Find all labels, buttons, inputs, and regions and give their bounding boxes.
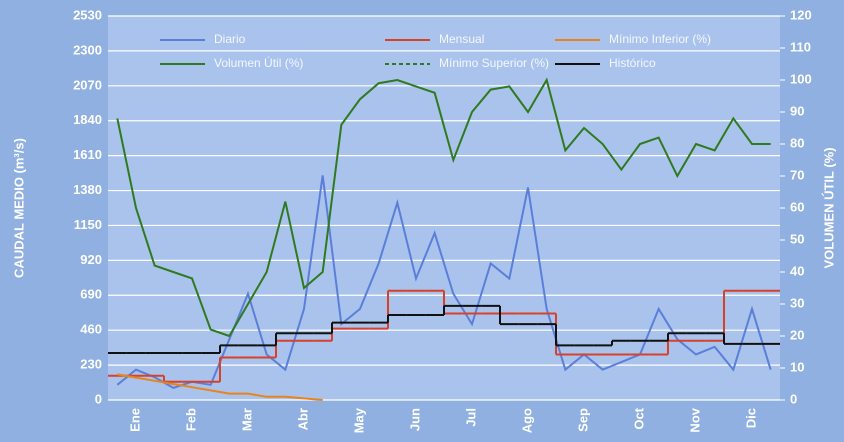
- x-tick-label: May: [351, 407, 366, 433]
- x-tick-label: Jun: [407, 408, 422, 431]
- y2-tick-label: 100: [790, 71, 812, 86]
- y2-tick-label: 40: [790, 263, 804, 278]
- legend-label: Mínimo Superior (%): [439, 56, 549, 70]
- legend-label: Histórico: [609, 56, 656, 70]
- y-tick-label: 460: [80, 322, 102, 337]
- x-tick-label: Ene: [127, 408, 142, 432]
- x-tick-label: Sep: [575, 408, 590, 432]
- x-tick-label: Nov: [687, 407, 702, 432]
- series-line: [116, 175, 772, 389]
- y-axis-title: CAUDAL MEDIO (m³/s): [11, 138, 26, 278]
- y2-tick-label: 70: [790, 167, 804, 182]
- y-tick-label: 690: [80, 287, 102, 302]
- x-tick-label: Dic: [743, 408, 758, 428]
- x-tick-label: Jul: [463, 408, 478, 427]
- y2-tick-label: 20: [790, 327, 804, 342]
- legend-label: Mínimo Inferior (%): [609, 32, 711, 46]
- y-tick-label: 230: [80, 357, 102, 372]
- y-tick-label: 2530: [73, 7, 102, 22]
- y2-axis-title: VOLUMEN ÚTIL (%): [821, 147, 836, 268]
- y-tick-label: 0: [95, 391, 102, 406]
- x-tick-label: Feb: [183, 408, 198, 431]
- y2-tick-label: 60: [790, 199, 804, 214]
- y2-tick-label: 120: [790, 7, 812, 22]
- y2-tick-label: 110: [790, 39, 811, 54]
- y2-tick-label: 50: [790, 231, 804, 246]
- x-tick-label: Abr: [295, 408, 310, 430]
- y-tick-label: 2070: [73, 77, 102, 92]
- y2-tick-label: 0: [790, 391, 797, 406]
- x-tick-label: Ago: [519, 408, 534, 433]
- y-tick-label: 1610: [73, 147, 102, 162]
- series-line: [117, 373, 323, 401]
- y-tick-label: 1380: [73, 182, 102, 197]
- series-line: [116, 77, 771, 338]
- plot-area: [108, 16, 780, 400]
- y-tick-label: 1150: [74, 217, 102, 232]
- y2-tick-label: 10: [790, 359, 804, 374]
- x-tick-label: Oct: [631, 407, 646, 429]
- y2-tick-label: 90: [790, 103, 804, 118]
- y2-tick-label: 30: [790, 295, 804, 310]
- x-tick-label: Mar: [239, 408, 254, 431]
- y-tick-label: 2300: [73, 42, 102, 57]
- legend-label: Mensual: [439, 32, 484, 46]
- legend-label: Volumen Útil (%): [214, 55, 303, 70]
- y-tick-label: 920: [80, 252, 102, 267]
- legend-label: Diario: [214, 32, 246, 46]
- y-tick-label: 1840: [73, 112, 102, 127]
- y2-tick-label: 80: [790, 135, 804, 150]
